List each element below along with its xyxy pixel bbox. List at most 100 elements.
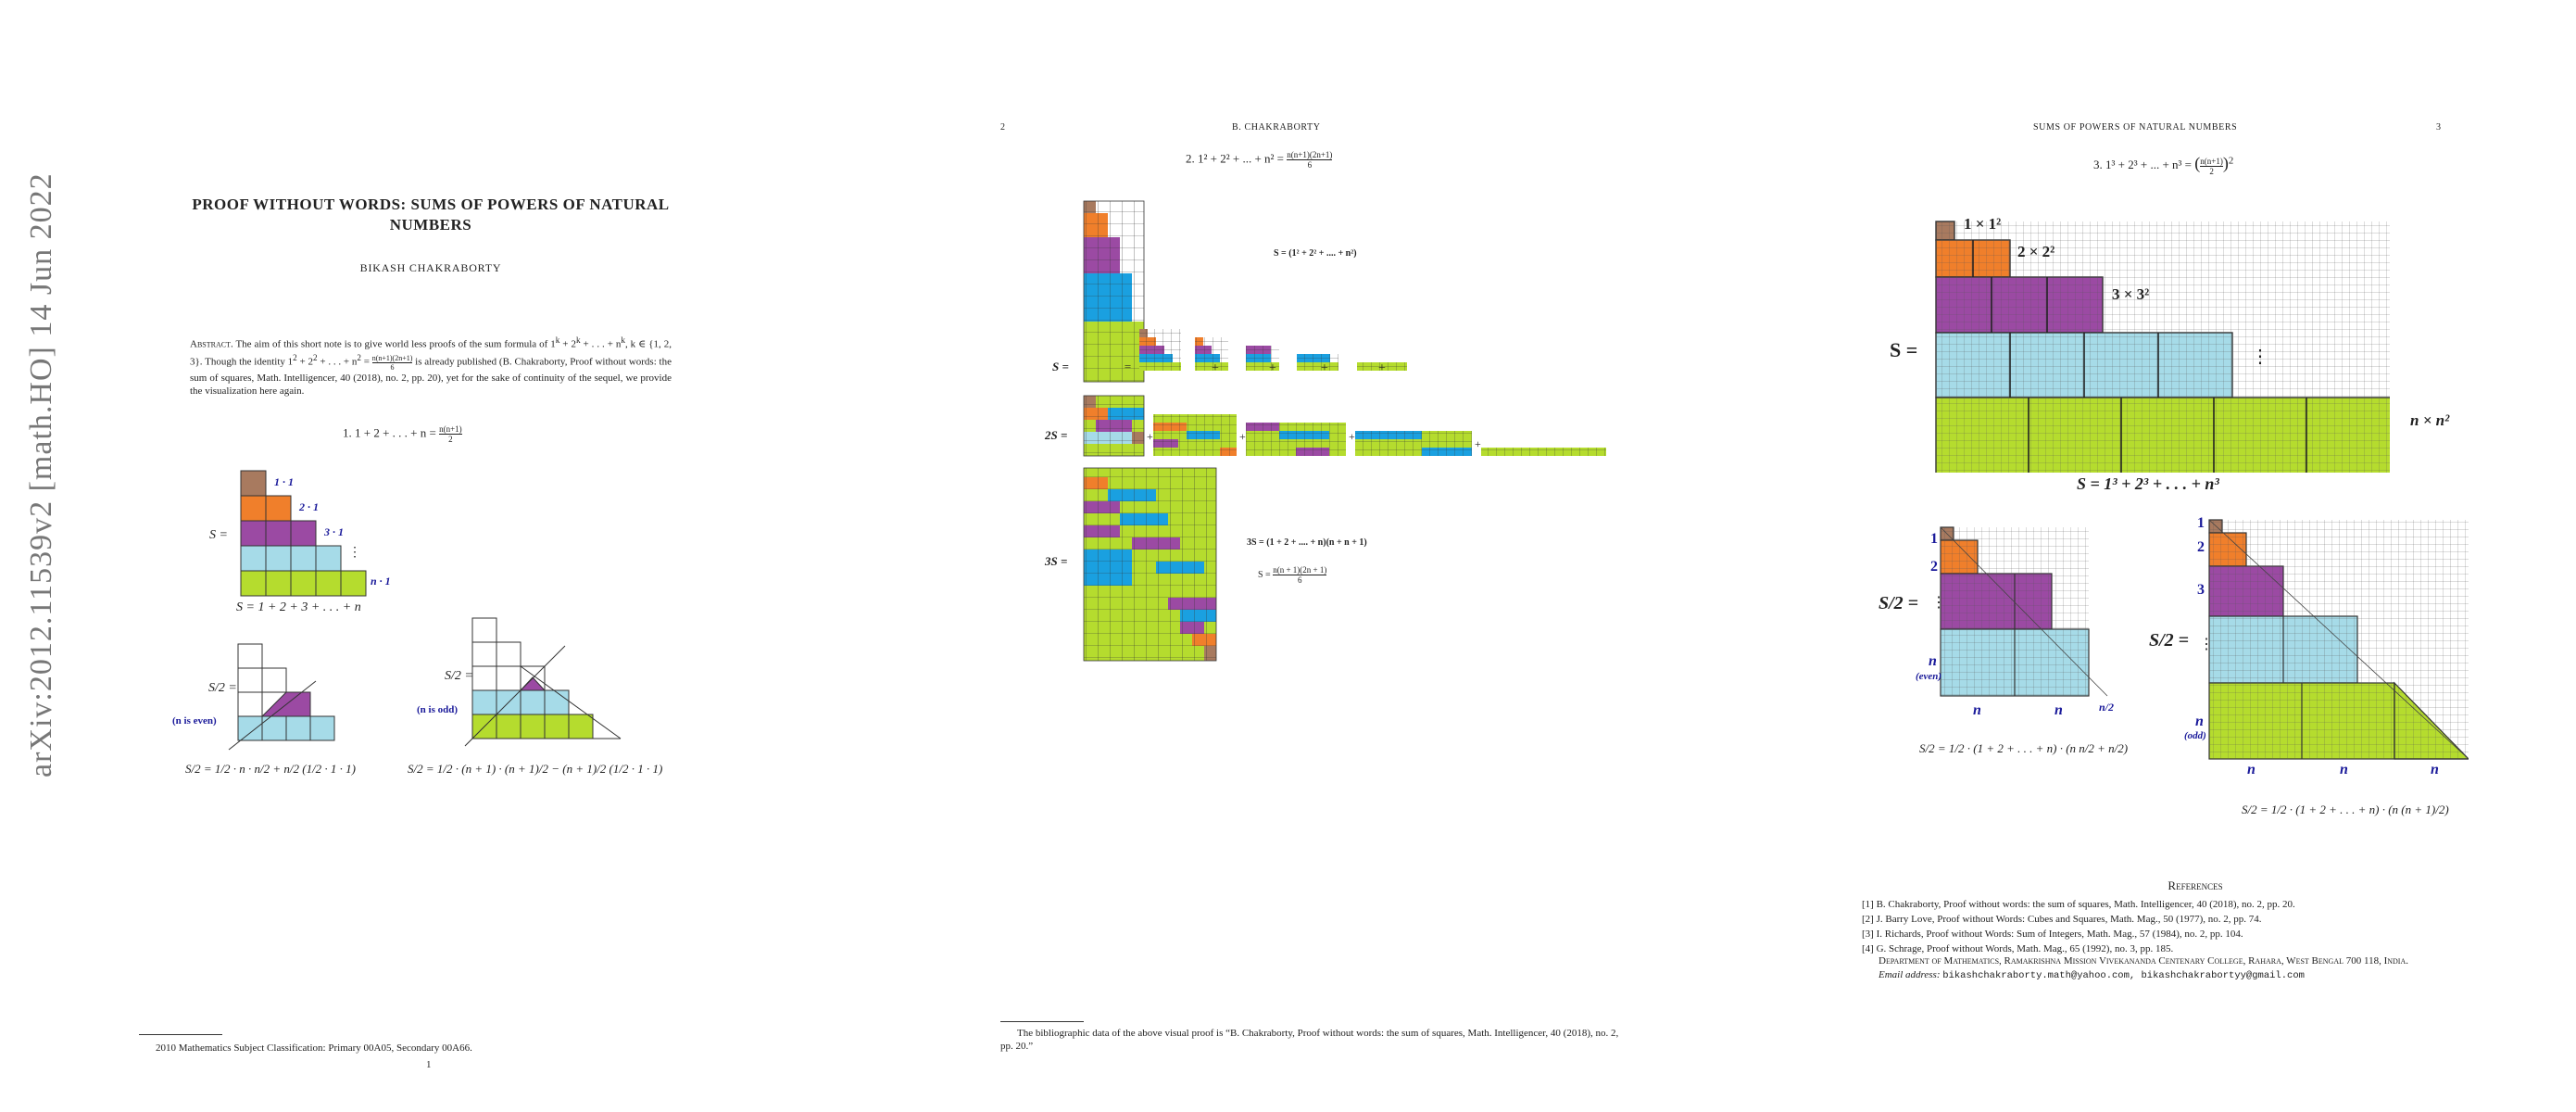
staircase-figure: [240, 470, 367, 597]
abstract-text-7: =: [360, 356, 372, 368]
cube-formula-even: S/2 = 1/2 · (1 + 2 + . . . + n) · (n n/2…: [1919, 741, 2129, 755]
cube-label-2: 2 × 2²: [2017, 243, 2055, 260]
two-s-row: [1083, 395, 1606, 457]
abstract-sup-k3: k: [621, 335, 625, 345]
section-2-heading: 2. 1² + 2² + ... + n² = n(n+1)(2n+1) 6: [1186, 150, 1333, 170]
section-1-num: n(n+1): [439, 424, 462, 435]
stair-block-3: [290, 520, 317, 547]
two-s-label: 2S =: [1045, 428, 1068, 442]
abstract-sup-2a: 2: [293, 353, 297, 363]
affiliation-block: Department of Mathematics, Ramakrishna M…: [1862, 954, 2510, 983]
cube-label-1: 1 × 1²: [1964, 215, 2002, 233]
cube-formula-odd: S/2 = 1/2 · (1 + 2 + . . . + n) · (n (n …: [2242, 802, 2449, 816]
right-label-1: 1: [2197, 515, 2205, 531]
formula-even: S/2 = 1/2 · n · n/2 + n/2 (1/2 · 1 · 1): [185, 762, 357, 776]
affiliation: Department of Mathematics, Ramakrishna M…: [1879, 955, 2408, 967]
author-name: BIKASH CHAKRABORTY: [359, 261, 502, 274]
right-label-3: 3: [2197, 582, 2205, 598]
references-section: References [1] B. Chakraborty, Proof wit…: [1862, 878, 2529, 956]
stair-block-n: [340, 570, 367, 597]
three-s-equation: 3S = (1 + 2 + .... + n)(n + n + 1): [1247, 537, 1367, 548]
s-result-lhs: S =: [1258, 569, 1274, 580]
right-odd-label: (odd): [2184, 730, 2206, 741]
reference-2: [2] J. Barry Love, Proof without Words: …: [1862, 914, 2262, 925]
abstract-text-2: + 2: [559, 338, 576, 350]
row-label-dots: ⋮: [348, 546, 361, 560]
bottom-odd-1: n: [2247, 762, 2256, 777]
abstract-text-1: The aim of this short note is to give wo…: [232, 338, 556, 350]
right-label-dots: ⋮: [2199, 637, 2214, 652]
half-s-even-page-3: S/2 =: [1879, 593, 1919, 613]
cube-label-dots: ⋮: [2251, 347, 2269, 367]
section-3-power: 2: [2228, 155, 2234, 167]
right-label-n: n: [2195, 714, 2204, 729]
s-label: S =: [209, 528, 228, 542]
cube-even-figure: [1940, 526, 2108, 697]
half-s-odd-page-3: S/2 =: [2149, 630, 2190, 651]
section-3-den: 2: [2209, 166, 2214, 176]
row-label-2: 2 · 1: [299, 500, 319, 513]
page-2: 2 B. CHAKRABORTY 2. 1² + 2² + ... + n² =…: [963, 0, 1630, 1112]
abstract-text-3: + . . . + n: [580, 338, 622, 350]
plus-1: +: [1212, 361, 1219, 375]
half-s-even: S/2 =: [208, 681, 237, 695]
abstract-frac-num: n(n+1)(2n+1): [371, 353, 413, 363]
square-decomposition: [1139, 329, 1407, 371]
page-3: SUMS OF POWERS OF NATURAL NUMBERS 3 3. 1…: [1816, 0, 2576, 1112]
abstract-frac-den: 6: [390, 362, 395, 372]
s-result-den: 6: [1298, 575, 1302, 585]
abstract-label: Abstract.: [190, 338, 233, 350]
cube-label-3: 3 × 3²: [2112, 285, 2150, 303]
abstract-sup-2b: 2: [313, 353, 318, 363]
cube-label-n: n × n²: [2410, 411, 2450, 429]
abstract-sup-2c: 2: [357, 353, 361, 363]
three-s-label: 3S =: [1045, 554, 1068, 568]
bottom-even-1: n: [1973, 702, 1981, 718]
s-definition: S = (1² + 2² + .... + n²): [1274, 248, 1357, 259]
half-s-odd: S/2 =: [445, 669, 473, 683]
cube-staircase-figure: [1935, 221, 2390, 473]
cube-sum-formula: S = 1³ + 2³ + . . . + n³: [2077, 474, 2219, 493]
odd-triangle-figure: [464, 617, 622, 747]
footnote-rule: [139, 1034, 222, 1035]
even-triangle-figure: [228, 643, 335, 751]
reference-3: [3] I. Richards, Proof without Words: Su…: [1862, 929, 2243, 940]
left-label-dots: ⋮: [1931, 595, 1946, 611]
left-label-n: n: [1929, 653, 1937, 669]
row-label-1: 1 · 1: [274, 475, 294, 488]
left-label-2: 2: [1930, 559, 1938, 575]
cube-odd-figure: [2208, 519, 2469, 760]
bottom-even-2: n: [2055, 702, 2063, 718]
header-page-3: 3: [2436, 122, 2442, 133]
reference-1: [1] B. Chakraborty, Proof without words:…: [1862, 899, 2295, 910]
section-2-num: n(n+1)(2n+1): [1287, 150, 1333, 160]
row-label-n: n · 1: [371, 575, 391, 588]
plus-2s-2: +: [1239, 430, 1246, 443]
section-3-text: 3. 1³ + 2³ + ... + n³ =: [2093, 158, 2195, 171]
three-s-rectangle: [1083, 467, 1217, 662]
bottom-odd-3: n: [2431, 762, 2439, 777]
footnote-rule-2: [1000, 1021, 1084, 1022]
sum-of-squares-figure: [1083, 200, 1606, 662]
page-number-1: 1: [426, 1059, 432, 1070]
stair-block-1: [240, 470, 267, 497]
abstract-sup-k1: k: [555, 335, 560, 345]
n-odd-label: (n is odd): [417, 704, 459, 715]
right-label-2: 2: [2197, 539, 2205, 555]
abstract: Abstract. The aim of this short note is …: [190, 334, 672, 398]
formula-odd: S/2 = 1/2 · (n + 1) · (n + 1)/2 − (n + 1…: [408, 762, 663, 776]
s-sum-formula: S = 1 + 2 + 3 + . . . + n: [236, 600, 361, 614]
reference-4: [4] G. Schrage, Proof without Words, Mat…: [1862, 943, 2174, 954]
s-result: S = n(n + 1)(2n + 1) 6: [1258, 565, 1327, 585]
plus-2s-1: +: [1147, 430, 1153, 443]
n-even-label: (n is even): [172, 715, 217, 727]
section-3-heading: 3. 1³ + 2³ + ... + n³ = (n(n+1) 2)2: [2093, 154, 2234, 176]
s-label-page-2: S =: [1052, 360, 1069, 373]
section-1-den: 2: [448, 435, 453, 444]
paper-title: PROOF WITHOUT WORDS: SUMS OF POWERS OF N…: [192, 196, 670, 234]
header-page-2: 2: [1000, 122, 1006, 133]
email-value[interactable]: bikashchakraborty.math@yahoo.com, bikash…: [1942, 970, 2305, 981]
bibliographic-footnote: The bibliographic data of the above visu…: [1000, 1028, 1619, 1052]
row-label-3: 3 · 1: [324, 525, 344, 538]
abstract-sup-k2: k: [575, 335, 581, 345]
